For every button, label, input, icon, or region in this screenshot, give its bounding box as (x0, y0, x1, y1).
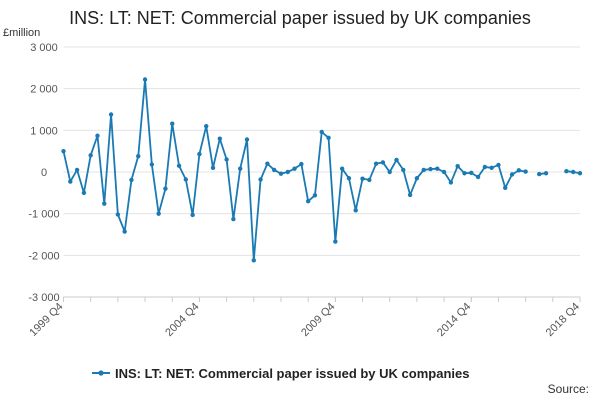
data-point[interactable] (217, 136, 223, 141)
data-point[interactable] (319, 129, 324, 135)
data-point[interactable] (190, 212, 195, 218)
x-tick-label: 1999 Q4 (27, 301, 65, 339)
data-point[interactable] (421, 167, 426, 173)
data-point[interactable] (142, 77, 148, 82)
data-point[interactable] (210, 165, 216, 171)
data-point[interactable] (543, 171, 549, 176)
legend-series-label: INS: LT: NET: Commercial paper issued by… (115, 366, 469, 381)
y-tick-label: -2 000 (28, 250, 59, 262)
data-point[interactable] (469, 170, 474, 176)
data-point[interactable] (136, 153, 141, 159)
data-point[interactable] (305, 198, 311, 204)
data-point[interactable] (577, 171, 583, 176)
y-tick-label: -3 000 (28, 292, 59, 304)
legend-point-marker (98, 370, 104, 376)
data-point[interactable] (428, 166, 433, 172)
data-point[interactable] (367, 177, 372, 183)
x-tick-label: 2004 Q4 (163, 301, 201, 339)
data-point[interactable] (435, 166, 440, 171)
data-point[interactable] (339, 166, 345, 171)
data-point[interactable] (102, 201, 107, 206)
data-point[interactable] (503, 185, 508, 191)
data-point[interactable] (271, 167, 277, 173)
data-point[interactable] (407, 192, 413, 198)
y-axis-ticks: 3 000 2 000 1 000 0 -1 000 -2 000 -3 000 (28, 42, 59, 304)
data-point[interactable] (251, 258, 256, 263)
data-point[interactable] (278, 171, 284, 176)
x-tick-label: 2009 Q4 (299, 301, 337, 339)
data-point[interactable] (265, 161, 270, 166)
data-point[interactable] (88, 153, 93, 158)
data-point[interactable] (537, 171, 542, 177)
data-point[interactable] (353, 208, 358, 213)
x-tick-label: 2018 Q4 (544, 301, 582, 339)
data-point[interactable] (516, 168, 522, 173)
data-point[interactable] (475, 174, 481, 180)
data-point[interactable] (496, 162, 501, 168)
data-point[interactable] (455, 163, 460, 169)
data-point[interactable] (129, 177, 134, 183)
data-point[interactable] (204, 123, 209, 129)
x-tick-label: 2014 Q4 (435, 301, 473, 339)
data-point[interactable] (149, 162, 155, 167)
data-point[interactable] (231, 216, 236, 222)
data-point[interactable] (170, 121, 175, 126)
data-point[interactable] (326, 135, 331, 141)
data-point[interactable] (197, 151, 202, 157)
data-point[interactable] (244, 137, 250, 142)
data-point[interactable] (523, 169, 528, 174)
data-point[interactable] (115, 212, 121, 217)
data-point[interactable] (108, 112, 114, 117)
x-axis-ticks: 1999 Q4 2004 Q4 2009 Q4 2014 Q4 2018 Q4 (27, 297, 582, 339)
plot-area (61, 77, 583, 263)
legend[interactable]: INS: LT: NET: Commercial paper issued by… (92, 366, 469, 381)
y-axis-unit-label: £million (3, 27, 40, 39)
gridlines (63, 46, 580, 298)
data-point[interactable] (380, 160, 386, 165)
data-point[interactable] (414, 176, 420, 181)
data-point[interactable] (333, 239, 338, 244)
y-tick-label: 3 000 (30, 42, 58, 54)
data-point[interactable] (564, 168, 569, 174)
data-point[interactable] (74, 167, 80, 173)
data-point[interactable] (292, 166, 297, 171)
data-point[interactable] (387, 169, 392, 175)
data-point[interactable] (441, 169, 447, 175)
data-point[interactable] (448, 180, 454, 185)
data-point[interactable] (299, 161, 304, 167)
data-point[interactable] (462, 171, 467, 176)
data-point[interactable] (489, 165, 494, 171)
y-tick-label: 2 000 (30, 84, 58, 96)
data-point[interactable] (61, 148, 66, 154)
data-point[interactable] (95, 133, 100, 138)
data-point[interactable] (176, 163, 182, 168)
y-tick-label: -1 000 (28, 209, 59, 221)
data-point[interactable] (312, 193, 318, 198)
data-point[interactable] (68, 179, 73, 184)
data-point[interactable] (509, 172, 515, 177)
data-point[interactable] (346, 176, 352, 181)
chart-title: INS: LT: NET: Commercial paper issued by… (69, 8, 531, 28)
y-tick-label: 1 000 (30, 125, 58, 137)
data-point[interactable] (360, 176, 365, 181)
data-point[interactable] (81, 190, 87, 196)
data-point[interactable] (183, 177, 189, 182)
data-point[interactable] (224, 157, 229, 162)
source-label: Source: (548, 382, 589, 396)
data-point[interactable] (122, 229, 127, 234)
data-point[interactable] (571, 169, 576, 175)
y-tick-label: 0 (41, 167, 47, 179)
data-point[interactable] (482, 164, 488, 170)
data-point[interactable] (285, 169, 290, 175)
data-point[interactable] (163, 186, 168, 191)
data-point[interactable] (156, 211, 161, 216)
data-point[interactable] (258, 177, 263, 182)
data-point[interactable] (238, 166, 243, 171)
data-point[interactable] (394, 157, 399, 163)
data-point[interactable] (401, 167, 406, 173)
data-point[interactable] (373, 161, 379, 166)
